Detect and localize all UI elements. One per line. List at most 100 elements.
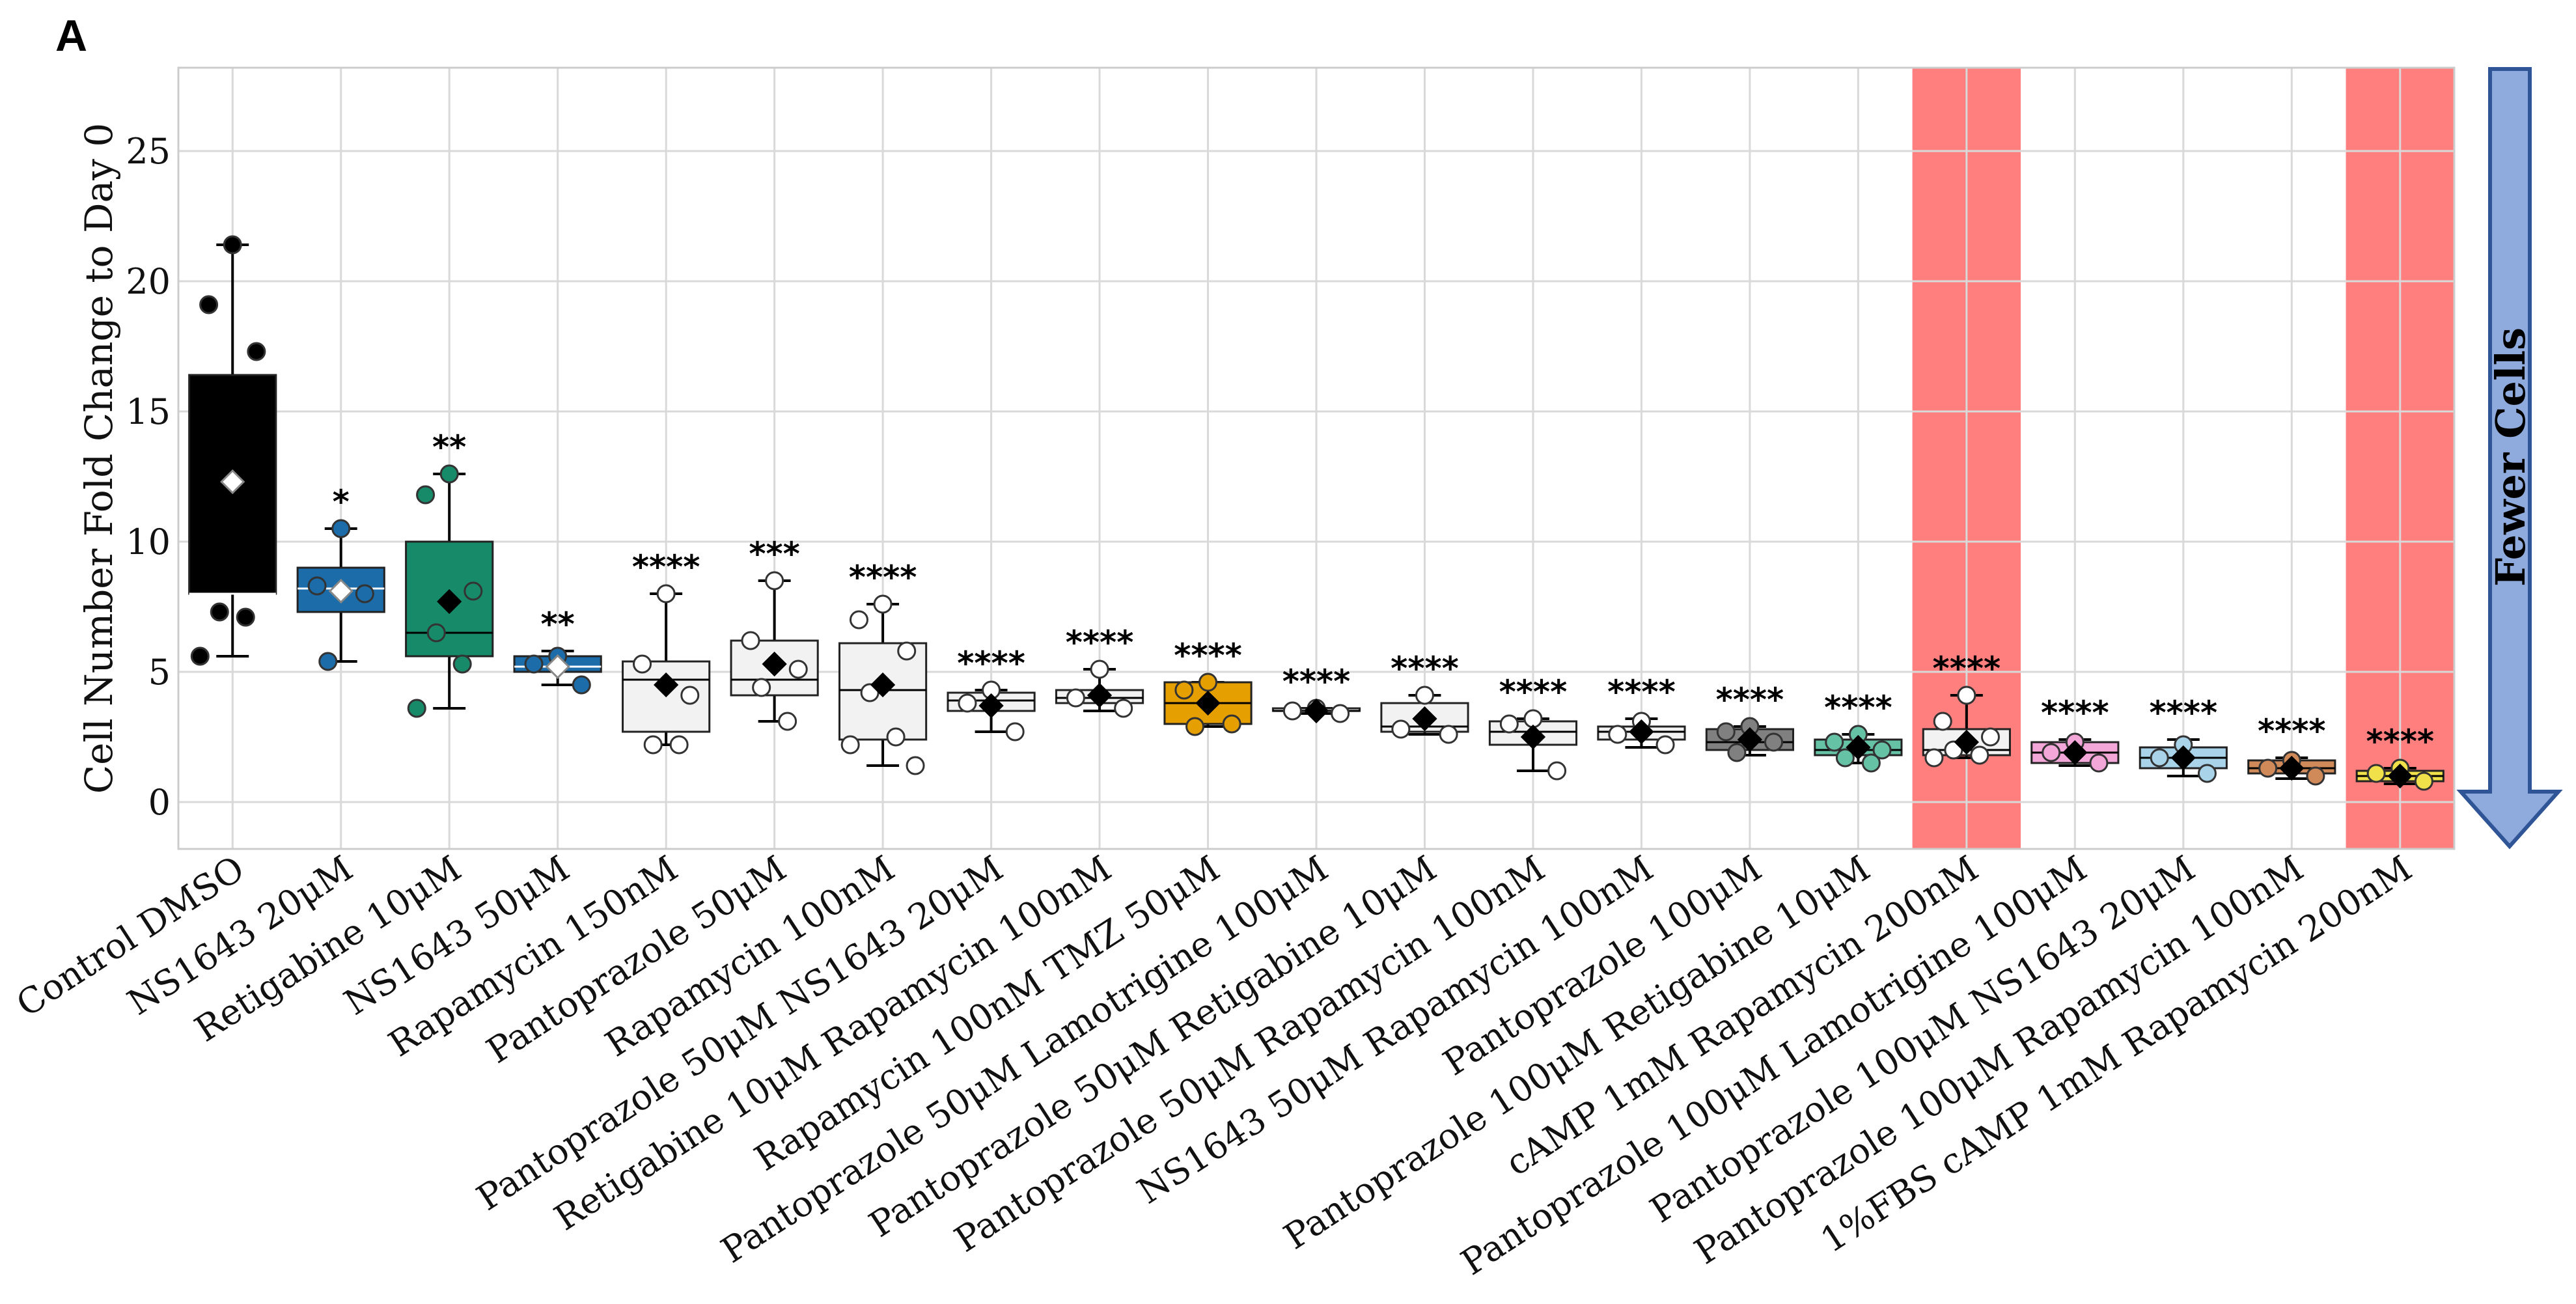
mean-marker bbox=[2279, 755, 2305, 781]
box-group: **** bbox=[1163, 637, 1253, 736]
data-point bbox=[247, 342, 266, 361]
data-point bbox=[1547, 761, 1567, 781]
y-tick-label: 0 bbox=[148, 782, 171, 823]
data-point bbox=[1331, 704, 1350, 723]
y-tick-label: 20 bbox=[126, 261, 171, 302]
data-point bbox=[2414, 771, 2433, 791]
data-point bbox=[1415, 686, 1434, 705]
significance-label: **** bbox=[1174, 637, 1242, 674]
mean-marker bbox=[1737, 727, 1763, 753]
data-point bbox=[669, 735, 689, 755]
significance-label: **** bbox=[2258, 712, 2326, 750]
fewer-cells-arrow: Fewer Cells bbox=[2456, 67, 2563, 850]
data-point bbox=[190, 646, 210, 666]
data-point bbox=[1727, 743, 1747, 762]
box-group: **** bbox=[1271, 663, 1361, 724]
box-group: **** bbox=[2355, 723, 2444, 791]
box-group: ** bbox=[405, 428, 494, 718]
mean-marker bbox=[654, 672, 679, 698]
data-point bbox=[426, 623, 446, 643]
panel-label: A bbox=[55, 11, 87, 61]
data-point bbox=[2042, 743, 2061, 762]
box-series: ********* *************** ******** ********… bbox=[188, 235, 2444, 791]
grid-lines bbox=[178, 68, 2454, 849]
data-point bbox=[2258, 758, 2278, 778]
y-axis-label: Cell Number Fold Change to Day 0 bbox=[77, 123, 121, 794]
mean-marker bbox=[328, 578, 353, 604]
mean-marker bbox=[2062, 740, 2088, 766]
box-group: **** bbox=[1380, 650, 1469, 744]
data-point bbox=[1391, 719, 1411, 739]
mean-marker bbox=[220, 469, 245, 495]
significance-label: * bbox=[333, 483, 350, 521]
data-point bbox=[1222, 714, 1241, 734]
box-group: **** bbox=[2247, 712, 2336, 786]
significance-label: **** bbox=[1282, 663, 1351, 701]
y-tick-label: 10 bbox=[126, 521, 171, 562]
data-point bbox=[897, 641, 917, 661]
data-point bbox=[1933, 712, 1952, 731]
mean-marker bbox=[545, 654, 570, 680]
significance-label: ** bbox=[432, 428, 466, 466]
mean-marker bbox=[870, 672, 896, 698]
data-point bbox=[656, 584, 676, 603]
significance-label: **** bbox=[1716, 681, 1784, 719]
data-point bbox=[840, 735, 860, 755]
data-point bbox=[886, 727, 906, 747]
box-group: **** bbox=[838, 559, 928, 775]
y-tick-label: 5 bbox=[148, 652, 171, 693]
data-point bbox=[849, 610, 868, 630]
box-group: **** bbox=[622, 548, 711, 755]
data-point bbox=[1439, 725, 1458, 744]
box-group: ** bbox=[513, 605, 602, 695]
significance-label: **** bbox=[849, 559, 917, 596]
data-point bbox=[2089, 753, 2109, 773]
data-point bbox=[199, 295, 219, 314]
data-point bbox=[765, 571, 784, 590]
data-point bbox=[331, 519, 351, 538]
data-point bbox=[1185, 717, 1205, 736]
mean-marker bbox=[978, 693, 1004, 719]
data-point bbox=[643, 735, 663, 755]
data-point bbox=[2306, 766, 2325, 786]
box-group bbox=[188, 235, 277, 666]
data-point bbox=[958, 693, 977, 713]
box-group: **** bbox=[2030, 694, 2120, 773]
data-point bbox=[1282, 701, 1302, 721]
data-point bbox=[1872, 740, 1892, 760]
significance-label: **** bbox=[2366, 723, 2434, 760]
mean-marker bbox=[2387, 763, 2413, 789]
data-point bbox=[452, 654, 472, 674]
data-point bbox=[778, 712, 797, 731]
significance-label: **** bbox=[1933, 650, 2001, 687]
box-group: **** bbox=[1922, 650, 2011, 768]
box-group: **** bbox=[1488, 673, 1578, 781]
significance-label: **** bbox=[1824, 689, 1892, 727]
mean-marker bbox=[1412, 706, 1437, 732]
data-point bbox=[1970, 745, 1989, 765]
box-group: **** bbox=[1055, 624, 1144, 718]
mean-marker bbox=[437, 589, 462, 615]
data-point bbox=[1957, 686, 1976, 705]
data-point bbox=[1174, 680, 1194, 700]
data-point bbox=[1005, 722, 1025, 742]
significance-label: **** bbox=[2041, 694, 2109, 732]
box-group: **** bbox=[2139, 694, 2228, 783]
significance-label: **** bbox=[1391, 650, 1459, 687]
significance-label: ** bbox=[541, 605, 575, 643]
data-point bbox=[1608, 725, 1627, 744]
data-point bbox=[318, 652, 338, 671]
arrow-label: Fewer Cells bbox=[2487, 327, 2534, 587]
mean-marker bbox=[1195, 690, 1221, 716]
data-point bbox=[439, 464, 459, 484]
data-point bbox=[2150, 748, 2169, 768]
significance-label: **** bbox=[632, 548, 700, 586]
data-point bbox=[1499, 714, 1519, 734]
mean-marker bbox=[762, 651, 787, 677]
data-point bbox=[741, 631, 760, 650]
box-group: * bbox=[296, 483, 385, 671]
data-point bbox=[407, 699, 426, 718]
mean-marker bbox=[1629, 719, 1654, 745]
data-point bbox=[1655, 735, 1675, 755]
